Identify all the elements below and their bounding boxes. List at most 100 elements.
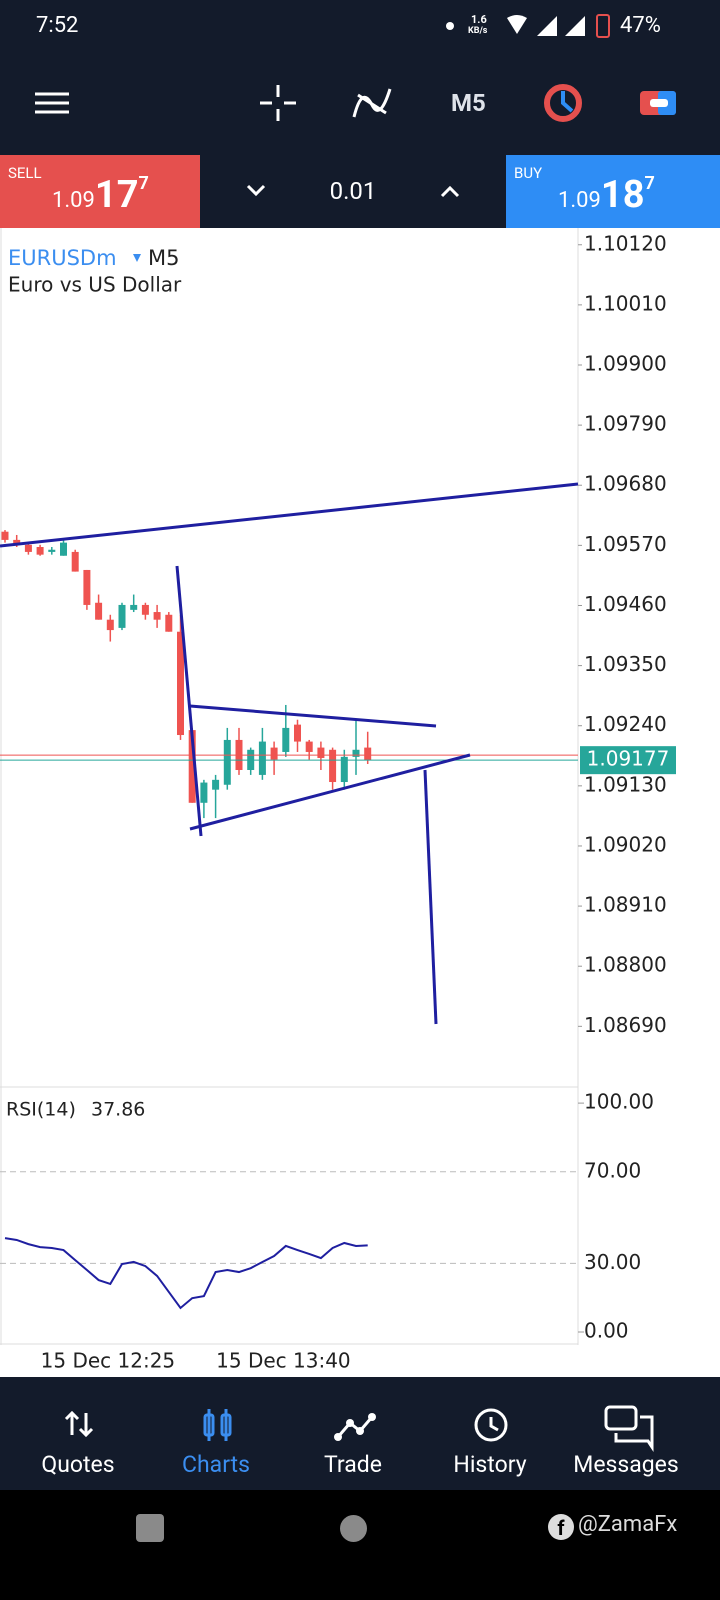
nav-icons: [64, 1405, 654, 1452]
y-tick-label: 1.09790: [584, 412, 667, 436]
indicator-value: 37.86: [91, 1099, 145, 1121]
candle-body: [177, 631, 184, 736]
current-price-box: [580, 746, 676, 775]
status-icons: [507, 15, 585, 36]
buy-button[interactable]: BUY 1.09187: [506, 155, 720, 228]
y-tick-label: 1.09570: [584, 532, 667, 556]
sell-price-sup: 7: [138, 173, 149, 194]
speed-unit: KB/s: [468, 26, 488, 36]
candle-body: [83, 569, 91, 605]
sell-price-main: 1.09: [52, 188, 95, 213]
y-tick-label: 1.09680: [584, 472, 667, 496]
increase[interactable]: [440, 185, 460, 198]
nav-item[interactable]: History: [453, 1451, 527, 1478]
y-tick-label: 1.08910: [584, 893, 667, 917]
candle-body: [1, 531, 9, 540]
nav-item[interactable]: Trade: [324, 1451, 382, 1478]
speed: 1.6: [471, 13, 487, 26]
nav-item[interactable]: Charts: [182, 1451, 250, 1478]
chart-bg: [0, 228, 720, 1377]
buy-label: BUY: [514, 164, 543, 182]
status-bar: 7:52 1.6 KB/s 47%: [0, 0, 720, 55]
volume[interactable]: 0.01: [329, 177, 377, 205]
candle-body: [106, 619, 114, 631]
rsi-line: [4, 1237, 368, 1310]
indicator-name: RSI(14): [6, 1099, 76, 1121]
y-tick-label: 1.09130: [584, 772, 667, 796]
y-tick-label: 100.00: [584, 1090, 654, 1114]
candle-body: [270, 747, 278, 760]
current-price-label: 1.09177: [587, 747, 670, 771]
home-button[interactable]: [340, 1515, 367, 1542]
symbol[interactable]: EURUSDm: [8, 246, 117, 270]
candle-body: [165, 614, 173, 632]
y-tick-label: 1.09900: [584, 351, 667, 375]
candle-body: [364, 747, 372, 761]
recents-button[interactable]: [136, 1514, 164, 1542]
timeframe-button[interactable]: M5: [451, 89, 486, 117]
candle-body: [188, 730, 196, 803]
trend-lines: [0, 482, 579, 1025]
sell-price-big: 17: [94, 173, 139, 217]
chart: 1.10120 1.10010 1.09900 1.09790 1.09680 1.095…: [0, 228, 720, 1377]
y-tick-label: 1.08800: [584, 953, 667, 977]
toolbar: M5: [0, 55, 720, 155]
candle-body: [95, 602, 103, 620]
candle-body: [60, 542, 67, 556]
decrease[interactable]: [246, 184, 266, 197]
y-tick-label: 1.10010: [584, 291, 667, 315]
candle-body: [329, 749, 337, 783]
buy-price-sup: 7: [644, 173, 655, 194]
candle-body: [317, 747, 325, 758]
battery: 47%: [620, 13, 661, 38]
candle-body: [24, 544, 32, 552]
watermark: @ZamaFx: [578, 1512, 678, 1537]
symbol-dropdown[interactable]: [133, 254, 141, 262]
candle-body: [36, 547, 44, 555]
x-tick-label: 15 Dec 13:40: [216, 1349, 351, 1373]
candle-body: [130, 604, 138, 610]
symbol-description: Euro vs US Dollar: [8, 273, 182, 297]
buy-price-main: 1.09: [558, 188, 601, 213]
system-nav: f @ZamaFx: [0, 1490, 720, 1600]
y-tick-label: 0.00: [584, 1319, 629, 1343]
toolbar-icons: [35, 84, 676, 122]
y-tick-label: 1.08690: [584, 1013, 667, 1037]
clock: 7:52: [36, 13, 79, 38]
nav-item[interactable]: Messages: [573, 1451, 679, 1478]
nav-item[interactable]: Quotes: [41, 1451, 115, 1478]
buy-price-big: 18: [600, 173, 645, 217]
sell-button[interactable]: SELL 1.09177: [0, 155, 200, 228]
candle-body: [305, 741, 313, 752]
candle-body: [200, 782, 208, 803]
y-tick-label: 1.10120: [584, 231, 667, 255]
candle-body: [48, 549, 56, 552]
y-tick-label: 70.00: [584, 1158, 641, 1182]
sell-label: SELL: [8, 164, 42, 182]
candle-body: [258, 741, 266, 775]
volume-arrows: [246, 184, 460, 198]
candle-body: [223, 739, 231, 785]
y-tick-label: 30.00: [584, 1250, 641, 1274]
dot: [446, 22, 454, 30]
candle-body: [352, 749, 360, 757]
bottom-nav: Quotes Charts Trade History Messages: [0, 1377, 720, 1490]
facebook-icon: f: [548, 1514, 574, 1540]
candle-body: [153, 612, 161, 620]
candle-body: [294, 724, 301, 742]
y-tick-label: 1.09350: [584, 652, 667, 676]
candle-body: [71, 551, 79, 572]
candle-body: [13, 539, 21, 545]
timeframe: M5: [148, 246, 179, 270]
candle-body: [212, 779, 220, 790]
candle-body: [118, 604, 126, 628]
volume-control: 0.01: [200, 155, 506, 228]
y-tick-label: 1.09020: [584, 832, 667, 856]
candle-body: [340, 756, 348, 783]
battery-icon: [596, 14, 610, 38]
y-tick-label: 1.09460: [584, 592, 667, 616]
y-tick-label: 1.09240: [584, 712, 667, 736]
candle-body: [282, 727, 290, 752]
candle-body: [141, 604, 149, 615]
